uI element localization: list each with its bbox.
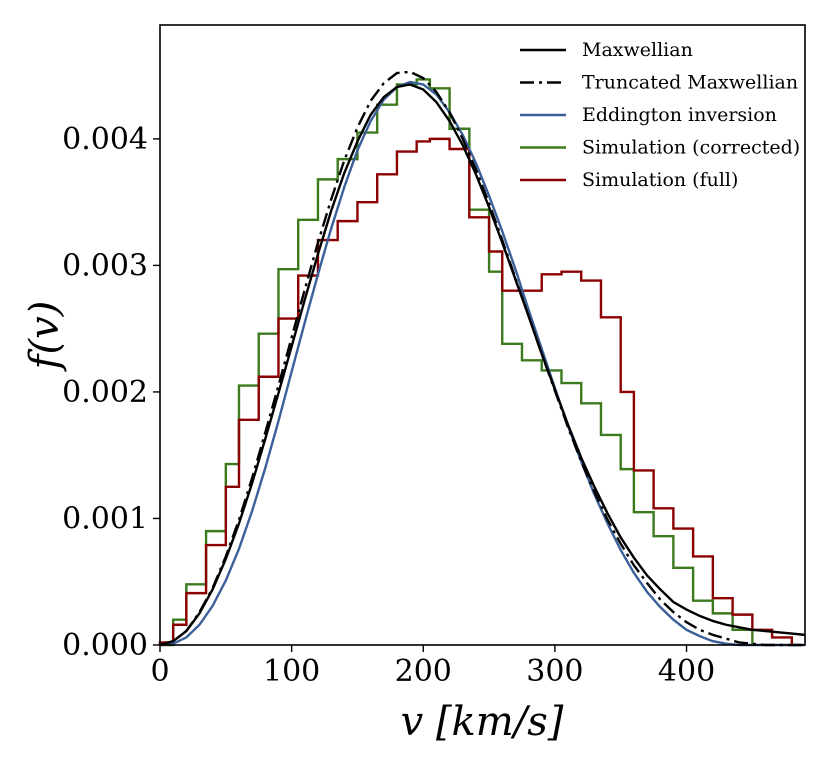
legend-label: Simulation (full): [582, 169, 738, 191]
x-tick-label: 0: [150, 654, 169, 689]
x-tick-label: 200: [395, 654, 452, 689]
plot-frame: [159, 24, 806, 646]
series-line-truncated-maxwellian: [159, 70, 805, 647]
x-tick-label: 400: [658, 654, 715, 689]
legend: Maxwellian Truncated Maxwellian Eddington …: [520, 39, 800, 191]
y-tick-label: 0.000: [62, 628, 148, 663]
y-tick-label: 0.004: [62, 122, 148, 157]
y-axis-label: f(v): [22, 301, 68, 373]
legend-label: Maxwellian: [582, 39, 693, 61]
y-tick-label: 0.002: [62, 375, 148, 410]
legend-label: Eddington inversion: [582, 104, 777, 126]
ticks-layer: 0 100 200 300 400 0.000 0.001 0.002 0.003 0.004: [62, 122, 715, 689]
x-axis-label: v [km/s]: [401, 699, 564, 745]
x-tick-label: 300: [526, 654, 583, 689]
y-tick-label: 0.003: [62, 248, 148, 283]
x-tick-label: 100: [263, 654, 320, 689]
series-line-eddington-inversion: [159, 80, 805, 647]
y-tick-label: 0.001: [62, 501, 148, 536]
legend-label: Simulation (corrected): [582, 137, 800, 159]
legend-label: Truncated Maxwellian: [582, 72, 798, 94]
series-line-maxwellian: [159, 83, 806, 647]
series-line-simulation-corrected: [160, 78, 754, 647]
series-layer: [158, 70, 806, 647]
